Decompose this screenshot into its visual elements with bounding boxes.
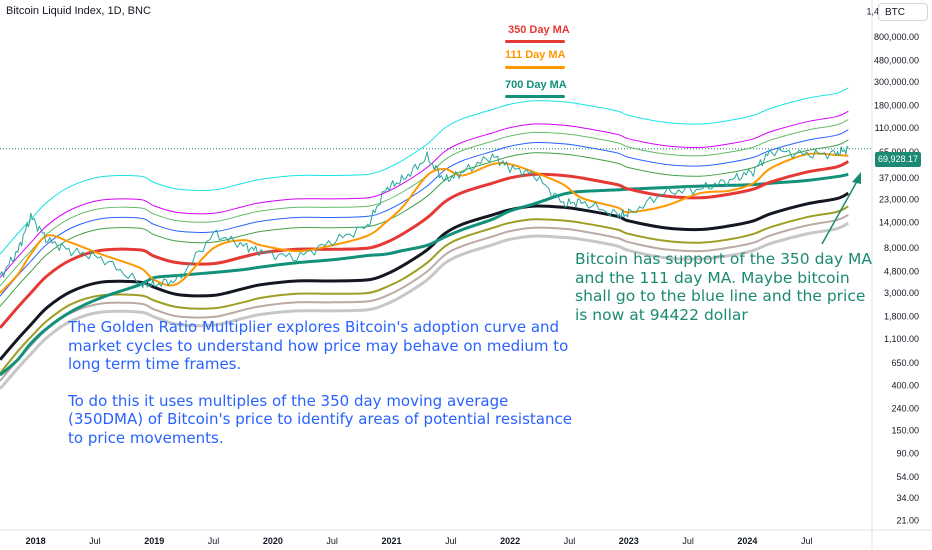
y-tick-label: 1,800.00 (884, 311, 919, 321)
symbol-label[interactable]: BTC (878, 3, 928, 21)
x-tick-label: Jul (326, 536, 338, 546)
x-tick-label: Jul (208, 536, 220, 546)
y-tick-label: 150.00 (891, 425, 919, 435)
y-tick-label: 240.00 (891, 404, 919, 414)
y-tick-label: 110,000.00 (875, 123, 919, 133)
x-tick-label: 2023 (619, 536, 639, 546)
legend-111-day-ma-line (505, 66, 565, 69)
legend-700-day-ma: 700 Day MA (505, 79, 567, 91)
legend-350-day-ma-line (505, 40, 565, 43)
ma-series-line (0, 110, 849, 278)
x-tick-label: 2022 (500, 536, 520, 546)
y-tick-label: 90.00 (896, 449, 919, 459)
x-tick-label: 2019 (144, 536, 164, 546)
ma-series-line (0, 191, 850, 361)
note-line (68, 374, 588, 392)
y-tick-label: 3,000.00 (884, 288, 919, 298)
arrow-shaft (821, 175, 861, 245)
x-tick-label: 2024 (737, 536, 757, 546)
plot-area (0, 87, 872, 390)
x-tick-label: Jul (801, 536, 813, 546)
note-line: To do this it uses multiples of the 350 … (68, 391, 509, 410)
ma-series-line (0, 129, 849, 297)
y-tick-label: 800,000.00 (874, 32, 919, 42)
x-tick-label: Jul (89, 536, 101, 546)
x-tick-label: 2018 (26, 536, 46, 546)
y-tick-label: 8,000.00 (884, 243, 919, 253)
ma-series-line (0, 139, 849, 307)
chart-title: Bitcoin Liquid Index, 1D, BNC (6, 5, 151, 17)
ma-series-line (0, 152, 849, 294)
x-tick-label: 2020 (263, 536, 283, 546)
legend-700-day-ma-line (505, 95, 565, 98)
ma-series-line (0, 213, 849, 382)
note-line: long term time frames. (68, 355, 242, 373)
note-line: to price movements. (68, 428, 224, 447)
y-tick-label: 480,000.00 (874, 56, 919, 66)
y-tick-label: 1,100.00 (884, 334, 919, 344)
y-tick-label: 21.00 (896, 515, 919, 525)
y-tick-label: 400.00 (891, 380, 919, 390)
ma-series-line (0, 172, 849, 377)
golden-ratio-note: The Golden Ratio Multiplier explores Bit… (68, 318, 588, 447)
note-line: The Golden Ratio Multiplier explores Bit… (68, 318, 560, 336)
note-line: market cycles to understand how price ma… (68, 336, 569, 355)
x-tick-label: Jul (682, 536, 694, 546)
legend-350-day-ma: 350 Day MA (508, 24, 570, 36)
y-tick-label: 650.00 (891, 358, 919, 368)
y-tick-label: 54.00 (896, 472, 919, 482)
price-series-line (0, 145, 849, 289)
ma-series-line (0, 205, 849, 374)
time-axis[interactable]: 2018 Jul 2019 Jul 2020 Jul 2021 Jul 2022 Jul 2023 J… (0, 529, 932, 546)
x-tick-label: Jul (564, 536, 576, 546)
ma-series-line (0, 87, 849, 255)
y-tick-label: 34.00 (896, 493, 919, 503)
support-note: Bitcoin has support of the 350 day MA an… (575, 250, 875, 324)
ma-series-line (0, 221, 850, 390)
note-line: and the 111 day MA. Maybe bitcoin (575, 268, 850, 287)
x-tick-label: Jul (445, 536, 457, 546)
annotation-arrow (821, 172, 861, 245)
y-tick-label: 300,000.00 (874, 77, 919, 87)
note-line: is now at 94422 dollar (575, 305, 748, 324)
y-tick-label: 14,000.00 (879, 217, 919, 227)
arrow-head (852, 172, 861, 184)
x-tick-label: 2021 (381, 536, 401, 546)
note-line: (350DMA) of Bitcoin's price to identify … (68, 410, 572, 428)
y-tick-label: 23,000.00 (879, 195, 919, 205)
y-tick-label: 37,000.00 (879, 173, 919, 183)
last-price-badge: 69,928.17 (875, 152, 921, 167)
y-tick-label: 180,000.00 (874, 100, 919, 110)
y-tick-label: 4,800.00 (884, 266, 919, 276)
note-line: Bitcoin has support of the 350 day MA (575, 250, 872, 268)
ma-series-line (0, 160, 849, 329)
note-line: shall go to the blue line and the price (575, 287, 866, 305)
legend-111-day-ma: 111 Day MA (505, 49, 566, 61)
